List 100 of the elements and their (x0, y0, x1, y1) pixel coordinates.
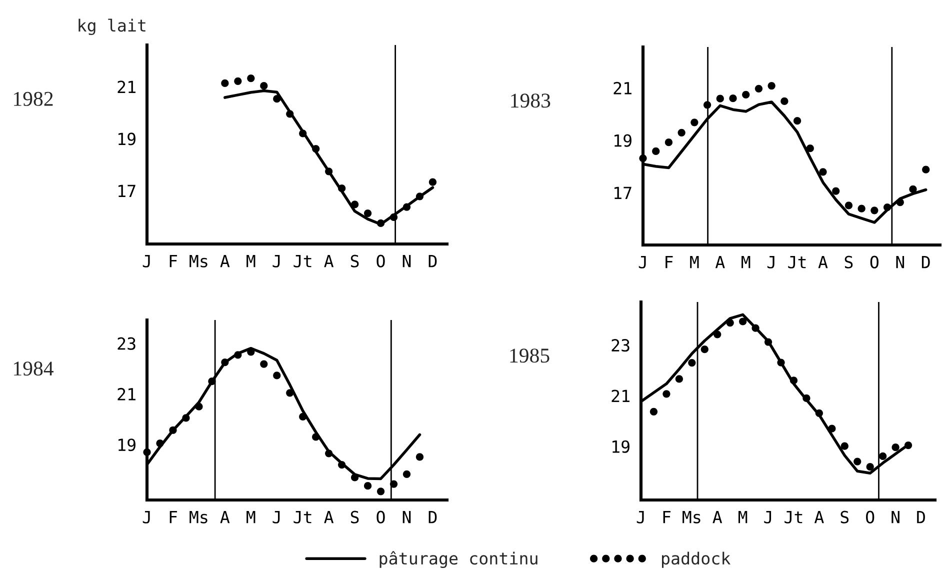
x-tick-label: J (142, 511, 150, 524)
point (922, 166, 930, 174)
point (854, 458, 862, 466)
y-tick-label: 19 (612, 440, 630, 453)
x-tick-label: O (376, 254, 385, 268)
point (844, 202, 853, 210)
x-tick-label: N (402, 255, 411, 268)
point (690, 118, 698, 126)
point (716, 94, 724, 102)
point (234, 77, 242, 85)
x-tick-label: N (402, 511, 411, 524)
point (866, 463, 874, 471)
point (650, 408, 658, 416)
x-tick-label: O (376, 510, 385, 524)
y-tick-label: 23 (118, 337, 136, 350)
point (675, 375, 683, 383)
y-tick-label: 17 (614, 186, 632, 199)
point (688, 358, 696, 367)
legend-label: paddock (662, 552, 730, 568)
x-tick-label: A (715, 256, 725, 268)
x-tick-label: Jt (788, 256, 806, 268)
point (700, 346, 708, 354)
point (652, 147, 660, 156)
x-tick-label: Ms (190, 511, 208, 524)
point (729, 94, 737, 102)
x-tick-label: O (866, 510, 874, 524)
x-tick-label: D (428, 255, 437, 268)
point (858, 204, 866, 212)
point (909, 185, 917, 194)
point (664, 138, 673, 146)
x-tick-label: M (246, 255, 256, 268)
y-tick-label: 21 (118, 388, 136, 400)
text: 1984 (14, 362, 54, 376)
x-tick-label: F (170, 511, 178, 524)
point (662, 390, 670, 398)
y-tick-label: 21 (612, 390, 630, 402)
y-tick-label: 19 (118, 132, 136, 146)
y-tick-label: 21 (118, 80, 136, 93)
x-tick-label: D (917, 511, 925, 524)
x-tick-label: A (220, 255, 230, 268)
x-tick-label: F (170, 255, 178, 268)
y-tick-label: 21 (614, 82, 632, 94)
legend-label: pâturage continu (380, 551, 538, 568)
point (754, 84, 763, 92)
x-tick-label: A (324, 511, 334, 524)
x-tick-label: J (764, 511, 772, 524)
point (260, 360, 268, 368)
point (428, 178, 437, 186)
point (376, 488, 385, 496)
point (221, 79, 229, 88)
point (364, 210, 372, 218)
x-tick-label: J (636, 511, 644, 524)
x-tick-label: M (738, 511, 748, 524)
x-tick-label: A (818, 256, 828, 268)
point (768, 82, 776, 90)
point (247, 74, 255, 82)
point (273, 372, 281, 380)
x-tick-label: S (350, 254, 359, 268)
text: 1982 (14, 92, 53, 106)
point (870, 206, 878, 214)
y-tick-label: 23 (612, 339, 630, 352)
x-tick-label: Ms (190, 255, 208, 268)
point (819, 168, 827, 176)
x-tick-label: J (638, 256, 646, 268)
x-tick-label: Ms (682, 511, 700, 524)
x-tick-label: A (712, 511, 722, 524)
x-tick-label: D (428, 511, 437, 524)
point (739, 318, 747, 326)
x-tick-label: M (246, 511, 256, 524)
text: 1985 (510, 348, 550, 363)
point (832, 187, 840, 195)
y-tick-label: 17 (118, 184, 136, 198)
text: 1983 (511, 94, 550, 108)
x-tick-label: J (767, 256, 774, 268)
x-tick-label: N (896, 256, 904, 268)
point (260, 82, 268, 90)
x-tick-label: A (814, 511, 824, 524)
point (806, 144, 814, 152)
x-tick-label: M (690, 256, 699, 268)
y-axis-title: kg lait (78, 18, 146, 36)
x-tick-label: A (324, 255, 334, 268)
x-tick-label: S (840, 510, 849, 524)
y-tick-label: 19 (614, 134, 632, 147)
x-tick-label: Jt (784, 511, 802, 524)
x-tick-label: M (742, 256, 750, 268)
x-tick-label: Jt (294, 255, 312, 268)
x-tick-label: F (666, 256, 673, 268)
x-tick-label: D (922, 256, 930, 268)
point (892, 444, 900, 452)
point (793, 117, 802, 125)
point (879, 452, 887, 460)
x-tick-label: N (892, 511, 900, 524)
x-tick-label: J (272, 255, 280, 268)
x-tick-label: F (663, 511, 670, 524)
x-tick-label: S (844, 256, 853, 268)
point (678, 128, 686, 136)
point (742, 90, 750, 98)
point (416, 453, 424, 461)
x-tick-label: S (350, 510, 359, 524)
y-tick-label: 19 (118, 438, 136, 452)
